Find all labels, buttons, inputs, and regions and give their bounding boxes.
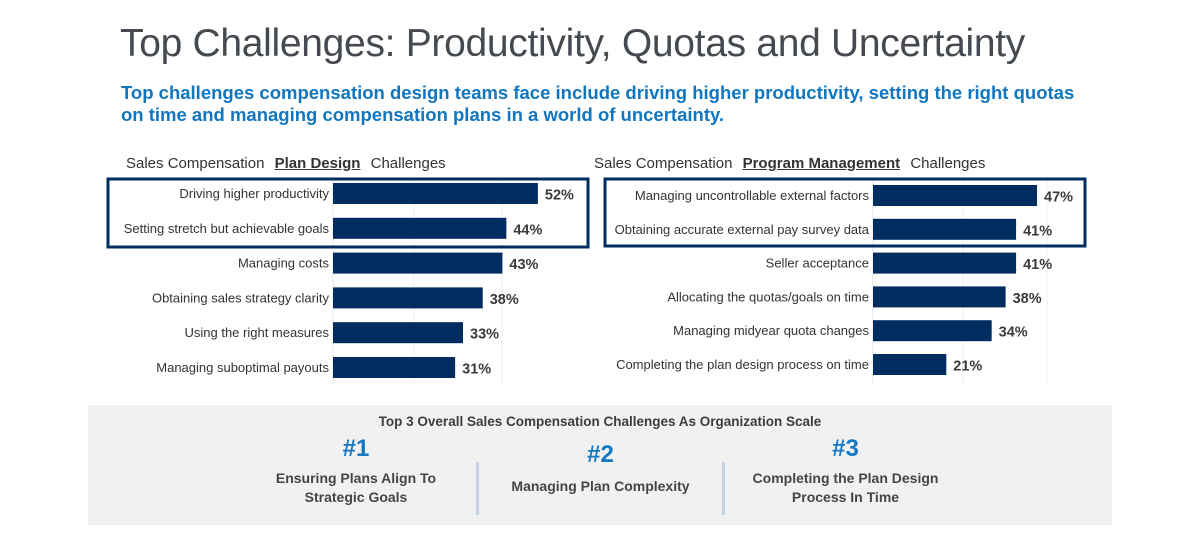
category-label: Seller acceptance	[766, 256, 869, 271]
bar	[873, 252, 1017, 274]
chart-title-prefix: Sales Compensation	[594, 155, 733, 172]
bar	[333, 357, 456, 378]
page-title: Top Challenges: Productivity, Quotas and…	[120, 22, 1025, 65]
chart-title-prefix: Sales Compensation	[126, 155, 265, 172]
value-label: 31%	[462, 362, 491, 378]
category-label: Managing suboptimal payouts	[156, 360, 329, 375]
value-label: 47%	[1044, 190, 1073, 206]
bar	[333, 287, 483, 309]
rank-text: Managing Plan Complexity	[498, 477, 703, 496]
chart-title-emphasis: Program Management	[742, 155, 901, 172]
rank-text: Completing the Plan Design Process In Ti…	[733, 469, 958, 507]
bar	[333, 252, 503, 274]
category-label: Driving higher productivity	[179, 186, 329, 201]
value-label: 38%	[1013, 291, 1042, 307]
rank-text-line: Ensuring Plans Align To	[275, 470, 437, 486]
bar	[333, 183, 538, 204]
chart-title-suffix: Challenges	[910, 155, 986, 172]
category-label: Managing uncontrollable external factors	[635, 188, 870, 203]
panel-title: Top 3 Overall Sales Compensation Challen…	[378, 414, 822, 429]
chart-title-emphasis: Plan Design	[274, 155, 361, 172]
bar	[333, 217, 507, 239]
value-label: 33%	[470, 327, 499, 343]
plan-design-chart-title: Sales Compensation Plan Design Challenge…	[126, 155, 446, 172]
value-label: 52%	[545, 188, 574, 204]
value-label: 21%	[953, 359, 982, 375]
bar	[873, 185, 1038, 206]
category-label: Using the right measures	[184, 325, 329, 340]
chart-title-suffix: Challenges	[370, 155, 446, 172]
rank-1-item: #1 Ensuring Plans Align To Strategic Goa…	[258, 435, 454, 507]
top-three-panel: Top 3 Overall Sales Compensation Challen…	[88, 405, 1112, 525]
rank-number: #1	[342, 435, 370, 462]
category-label: Managing costs	[238, 256, 330, 271]
program-management-chart-title: Sales Compensation Program Management Ch…	[594, 155, 985, 172]
category-label: Allocating the quotas/goals on time	[667, 289, 869, 304]
value-label: 34%	[999, 325, 1028, 341]
highlight-box	[603, 177, 1087, 248]
bar	[333, 322, 464, 344]
value-label: 41%	[1023, 257, 1052, 273]
bar	[873, 354, 947, 375]
category-label: Obtaining sales strategy clarity	[152, 290, 330, 305]
rank-number: #2	[587, 441, 614, 468]
bar	[873, 218, 1017, 240]
rank-text: Ensuring Plans Align To Strategic Goals	[258, 469, 454, 507]
value-label: 38%	[490, 292, 519, 308]
page-subtitle: Top challenges compensation design teams…	[121, 82, 1075, 125]
bar	[873, 286, 1006, 308]
rank-text-line: Strategic Goals	[304, 489, 408, 505]
category-label: Completing the plan design process on ti…	[616, 357, 869, 372]
bar-charts: Driving higher productivity 52% Setting st…	[106, 177, 1087, 384]
rank-text-line: Completing the Plan Design	[752, 470, 939, 486]
rank-2-item: #2 Managing Plan Complexity	[498, 441, 703, 496]
bar	[873, 320, 992, 342]
value-label: 44%	[513, 222, 542, 238]
category-label: Managing midyear quota changes	[673, 323, 869, 338]
rank-3-item: #3 Completing the Plan Design Process In…	[733, 435, 958, 507]
value-label: 43%	[509, 257, 538, 273]
category-label: Obtaining accurate external pay survey d…	[615, 222, 870, 237]
divider	[722, 462, 725, 515]
rank-text-line: Process In Time	[791, 489, 900, 505]
divider	[476, 462, 479, 515]
rank-text-line: Managing Plan Complexity	[511, 478, 690, 494]
category-label: Setting stretch but achievable goals	[124, 221, 330, 236]
rank-number: #3	[832, 435, 859, 462]
highlight-box	[106, 177, 590, 249]
value-label: 41%	[1023, 223, 1052, 239]
